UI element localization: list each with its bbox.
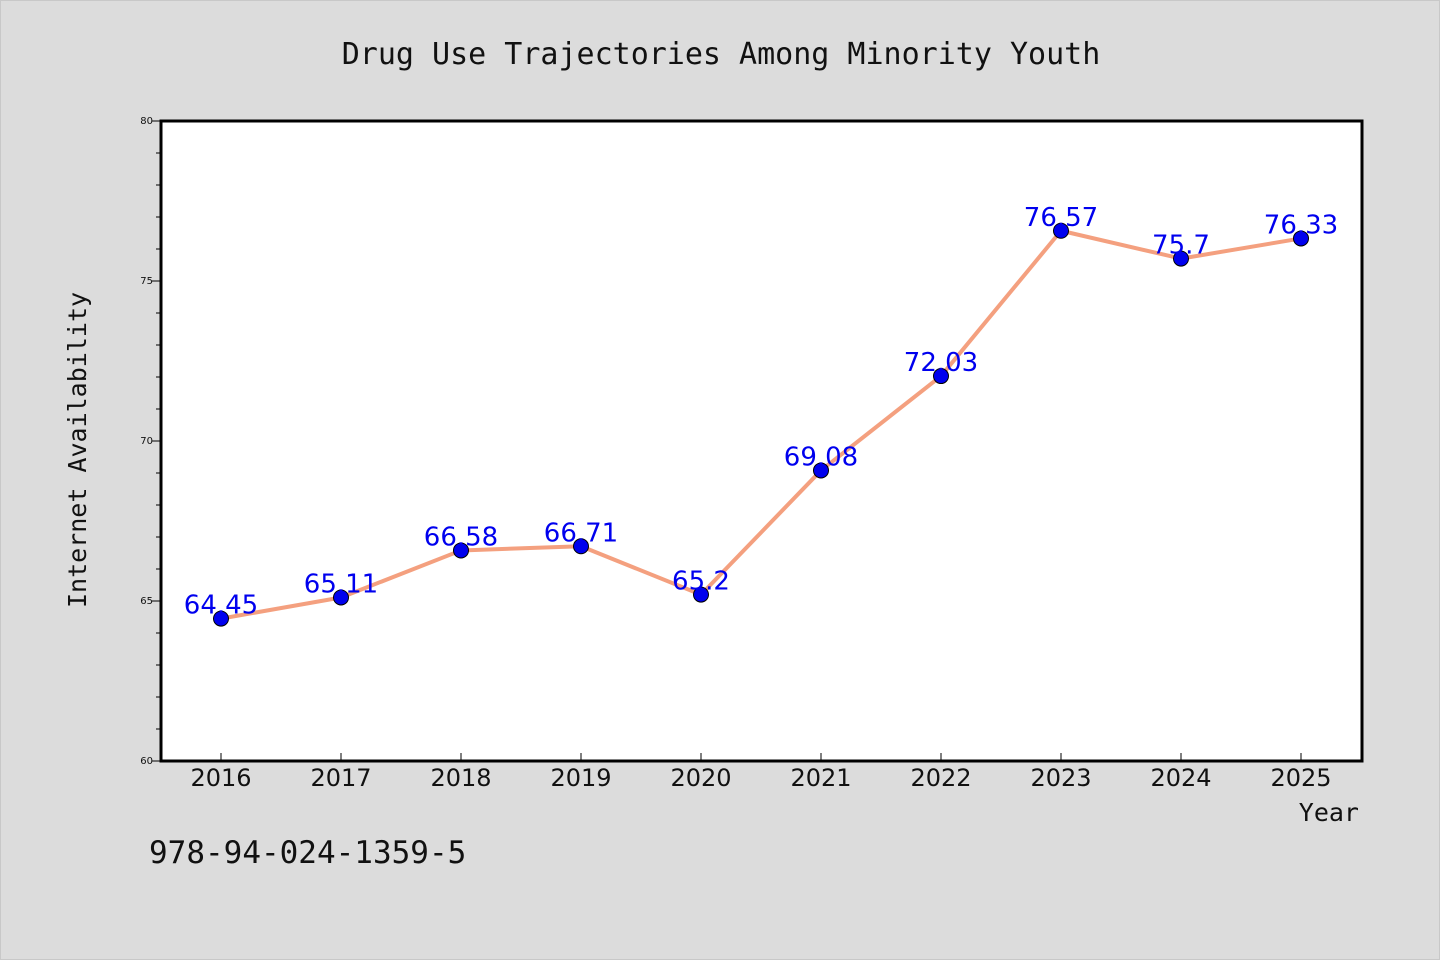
data-label: 76.57 xyxy=(1024,203,1098,233)
x-tick-label: 2018 xyxy=(430,764,491,792)
data-label: 69.08 xyxy=(784,442,858,472)
y-axis-label: Internet Availability xyxy=(63,292,92,608)
data-label: 64.45 xyxy=(184,591,258,621)
x-axis-ticks: 2016 2017 2018 2019 2020 2021 2022 2023 2024 2025 xyxy=(190,753,1332,792)
data-point xyxy=(1053,222,1069,239)
series-layer: 64.45 65.11 66.58 66.71 65.2 69.08 72.03 76.57 7… xyxy=(184,203,1338,627)
data-point xyxy=(453,542,469,559)
x-axis-label: Year xyxy=(1299,798,1359,827)
plot-area xyxy=(159,119,1364,763)
data-label: 75.7 xyxy=(1152,231,1210,261)
data-point xyxy=(1173,250,1189,267)
data-point xyxy=(213,610,229,627)
x-tick-label: 2017 xyxy=(310,764,371,792)
data-label: 66.71 xyxy=(544,518,618,548)
data-point xyxy=(573,538,589,555)
y-tick-label: 80 xyxy=(140,116,153,127)
data-point xyxy=(693,586,709,603)
chart-title: Drug Use Trajectories Among Minority You… xyxy=(342,37,1101,72)
y-tick-label: 65 xyxy=(140,596,153,607)
data-point xyxy=(933,368,949,385)
x-tick-label: 2020 xyxy=(670,764,731,792)
data-label: 65.2 xyxy=(672,567,730,597)
data-label: 66.58 xyxy=(424,522,498,552)
data-point xyxy=(1293,230,1309,247)
y-tick-label: 75 xyxy=(140,276,153,287)
x-tick-label: 2019 xyxy=(550,764,611,792)
x-tick-label: 2024 xyxy=(1150,764,1211,792)
y-axis-ticks: 60 65 70 75 80 xyxy=(140,116,161,767)
series-line xyxy=(219,228,1303,621)
x-tick-label: 2016 xyxy=(190,764,251,792)
x-tick-label: 2023 xyxy=(1030,764,1091,792)
x-tick-label: 2025 xyxy=(1270,764,1331,792)
y-tick-label: 60 xyxy=(140,756,153,767)
data-label: 76.33 xyxy=(1264,210,1338,240)
data-point xyxy=(813,462,829,479)
x-tick-label: 2022 xyxy=(910,764,971,792)
isbn-code: 978-94-024-1359-5 xyxy=(149,835,467,871)
y-tick-label: 70 xyxy=(140,436,153,447)
data-point xyxy=(333,589,349,606)
x-tick-label: 2021 xyxy=(790,764,851,792)
data-label: 65.11 xyxy=(304,569,378,599)
data-label: 72.03 xyxy=(904,348,978,378)
